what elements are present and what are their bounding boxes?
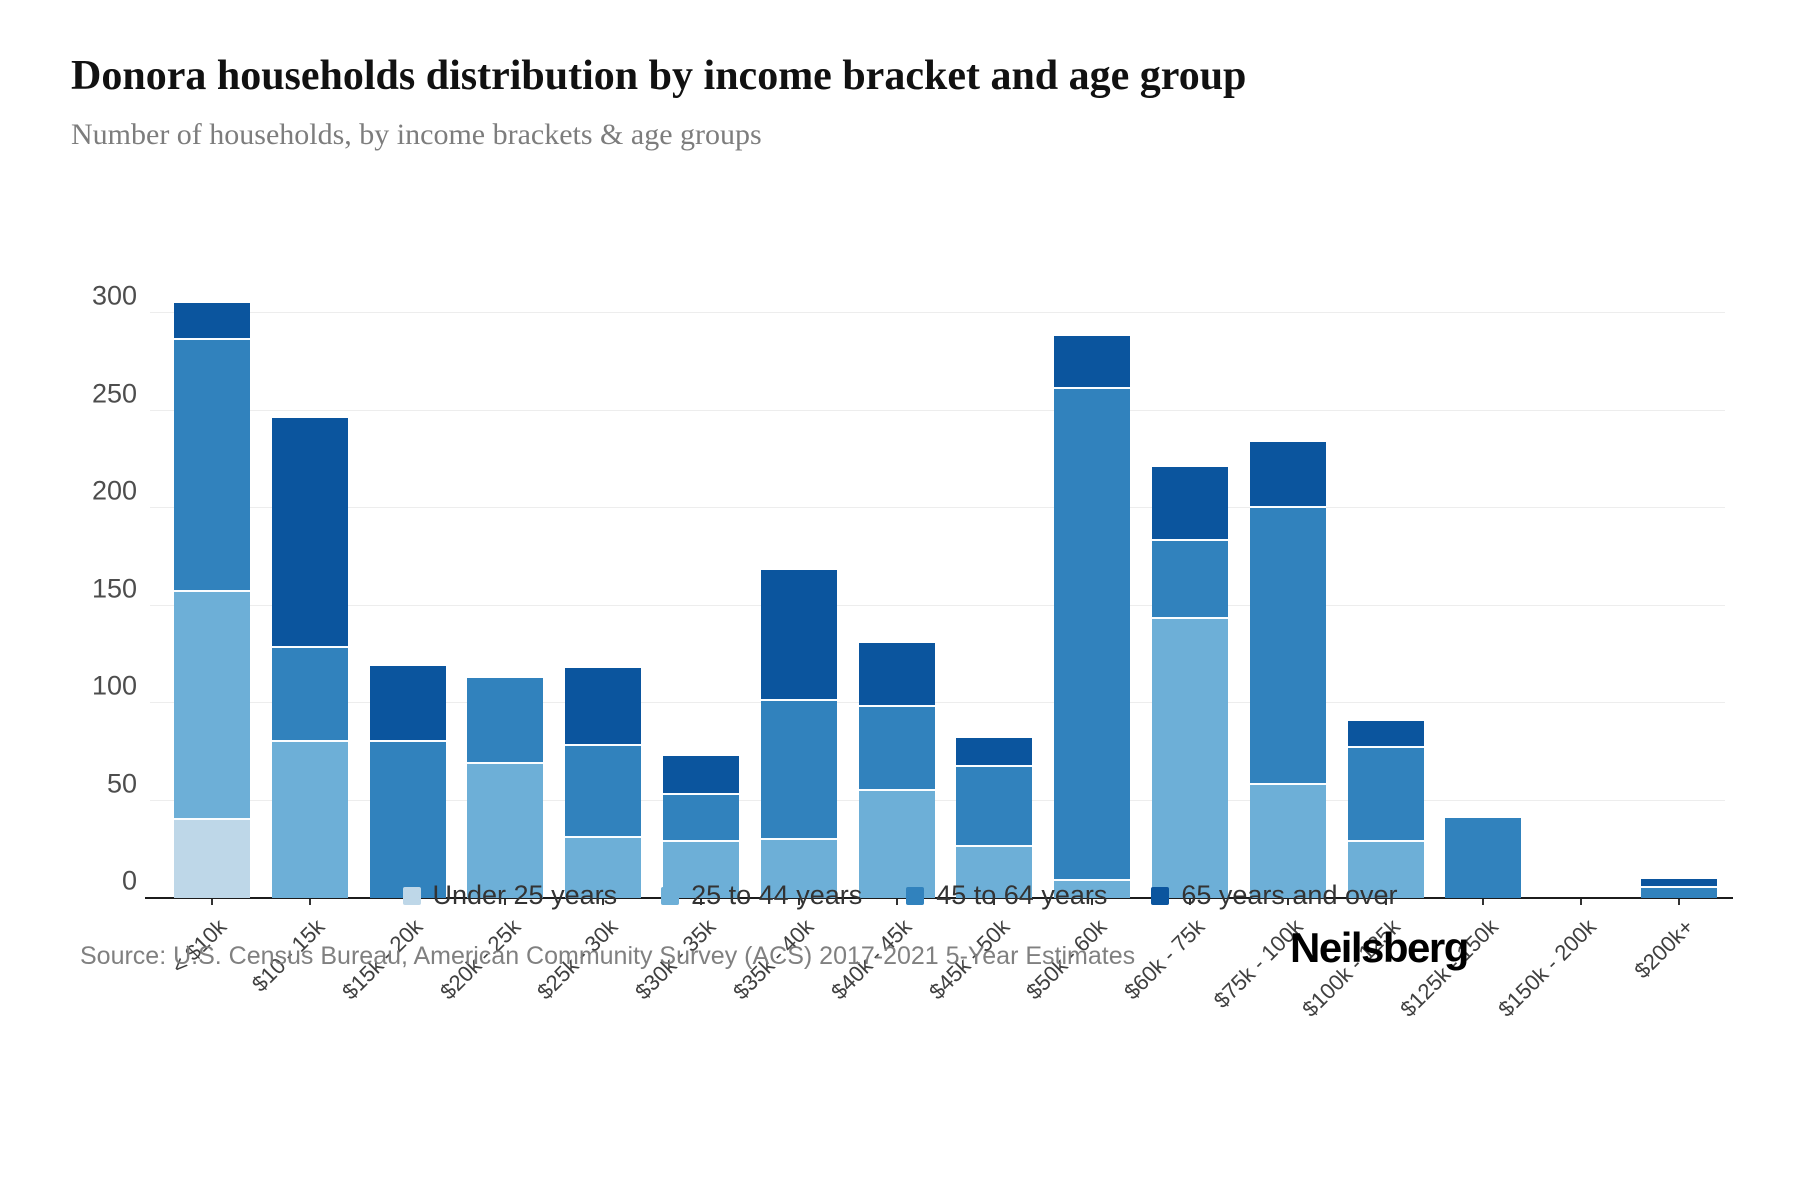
bar-segment-25-to-44-years[interactable] [956, 845, 1033, 898]
bar-segment-25-to-44-years[interactable] [858, 788, 935, 898]
bar-segment-65-years-and-over[interactable] [174, 303, 250, 339]
bar-segment-65-years-and-over[interactable] [760, 570, 837, 700]
bar-segment-25-to-44-years[interactable] [174, 589, 250, 819]
legend-swatch [402, 886, 421, 905]
bar-segment-45-to-64-years[interactable] [1054, 387, 1131, 879]
gridline-200 [150, 507, 1725, 508]
bar-segment-65-years-and-over[interactable] [663, 755, 739, 793]
legend-swatch [661, 886, 680, 905]
legend-label: 45 to 64 years [936, 880, 1108, 910]
x-axis-tick [1286, 899, 1289, 905]
y-axis-tick-label: 100 [91, 670, 137, 701]
bar-segment-45-to-64-years[interactable] [271, 646, 348, 741]
x-axis-tick [1091, 899, 1094, 905]
x-axis-tick [602, 899, 605, 905]
legend-label: Under 25 years [432, 880, 618, 910]
x-axis-tick [1678, 899, 1680, 905]
y-axis-tick-label: 150 [91, 573, 137, 603]
bar-segment-45-to-64-years[interactable] [956, 765, 1033, 846]
x-axis-tick [1384, 899, 1387, 905]
y-axis-tick-label: 200 [91, 475, 137, 506]
bar-segment-25-to-44-years[interactable] [467, 761, 544, 898]
bar-segment-45-to-64-years[interactable] [760, 699, 837, 838]
legend-item-25-to-44-years[interactable]: 25 to 44 years [661, 880, 862, 911]
x-axis-category-label: $150k - 200k [1493, 914, 1601, 1022]
x-axis-tick [1482, 899, 1485, 905]
plot-area: 0 50 100 150 200 250 300 < $10k $10 - 15k $15k - … [92, 281, 1733, 1022]
bar-segment-65-years-and-over[interactable] [858, 642, 935, 705]
legend-label: 25 to 44 years [691, 880, 863, 910]
bar-segment-65-years-and-over[interactable] [1347, 720, 1424, 746]
bar-segment-45-to-64-years[interactable] [1445, 818, 1522, 898]
bar-segment-25-to-44-years[interactable] [760, 837, 837, 898]
x-axis-tick [700, 899, 702, 905]
bar-segment-25-to-44-years[interactable] [271, 740, 348, 898]
bar-segment-65-years-and-over[interactable] [1641, 878, 1717, 887]
source-note: Source: U.S. Census Bureau, American Com… [80, 942, 1136, 970]
legend-item-under-25-years[interactable]: Under 25 years [402, 880, 618, 911]
x-axis-tick [211, 899, 213, 905]
x-axis-line [145, 897, 1733, 899]
bar-segment-45-to-64-years[interactable] [174, 338, 250, 590]
legend-item-45-to-64-years[interactable]: 45 to 64 years [906, 880, 1107, 911]
x-axis-tick [993, 899, 996, 905]
gridline-50 [150, 799, 1725, 801]
y-axis-tick-label: 0 [121, 865, 137, 896]
bar-segment-65-years-and-over[interactable] [1249, 441, 1326, 507]
gridline-300 [150, 312, 1725, 313]
y-axis-tick-label: 50 [106, 768, 137, 798]
bar-segment-45-to-64-years[interactable] [663, 792, 739, 840]
page-title: Donora households distribution by income… [71, 53, 1247, 99]
bar-segment-25-to-44-years[interactable] [1152, 617, 1228, 898]
x-axis-tick [1189, 899, 1191, 905]
x-axis-category-label: $200k+ [1629, 914, 1699, 984]
brand-logo[interactable]: Neilsberg [1290, 924, 1469, 971]
x-axis-tick [895, 899, 898, 905]
bar-segment-45-to-64-years[interactable] [565, 743, 642, 836]
x-axis-tick [1580, 899, 1583, 905]
x-axis-tick [797, 899, 800, 905]
bar-segment-under-25-years[interactable] [174, 818, 250, 898]
bar-segment-65-years-and-over[interactable] [1152, 467, 1228, 540]
x-axis-tick [308, 899, 311, 905]
bar-segment-45-to-64-years[interactable] [858, 704, 935, 789]
bar-segment-25-to-44-years[interactable] [565, 835, 642, 898]
y-axis-tick-label: 250 [91, 378, 137, 408]
y-axis-tick-label: 300 [91, 280, 137, 311]
legend-item-65-years-and-over[interactable]: 65 years and over [1151, 880, 1398, 911]
x-axis-tick [504, 899, 507, 905]
bar-segment-45-to-64-years[interactable] [1347, 745, 1424, 840]
legend-label: 65 years and over [1181, 880, 1398, 910]
bar-segment-45-to-64-years[interactable] [1249, 506, 1326, 783]
legend-swatch [1151, 886, 1170, 905]
bar-segment-65-years-and-over[interactable] [271, 418, 348, 647]
gridline-150 [150, 604, 1725, 606]
page-subtitle: Number of households, by income brackets… [71, 118, 762, 151]
bar-segment-65-years-and-over[interactable] [565, 667, 642, 744]
gridline-100 [150, 702, 1725, 703]
bar-segment-45-to-64-years[interactable] [1152, 539, 1228, 618]
gridline-250 [150, 409, 1725, 411]
bar-segment-25-to-44-years[interactable] [1347, 839, 1424, 898]
bar-segment-45-to-64-years[interactable] [369, 740, 446, 898]
bar-segment-25-to-44-years[interactable] [1249, 782, 1326, 898]
chart-legend: Under 25 years 25 to 44 years 45 to 64 yea… [75, 880, 1725, 911]
bar-segment-45-to-64-years[interactable] [467, 677, 544, 762]
bar-segment-65-years-and-over[interactable] [1054, 336, 1131, 388]
bar-segment-45-to-64-years[interactable] [1641, 886, 1717, 898]
bar-segment-65-years-and-over[interactable] [956, 738, 1033, 766]
bar-segment-25-to-44-years[interactable] [1054, 878, 1131, 898]
bar-segment-65-years-and-over[interactable] [369, 665, 446, 741]
legend-swatch [906, 886, 925, 905]
